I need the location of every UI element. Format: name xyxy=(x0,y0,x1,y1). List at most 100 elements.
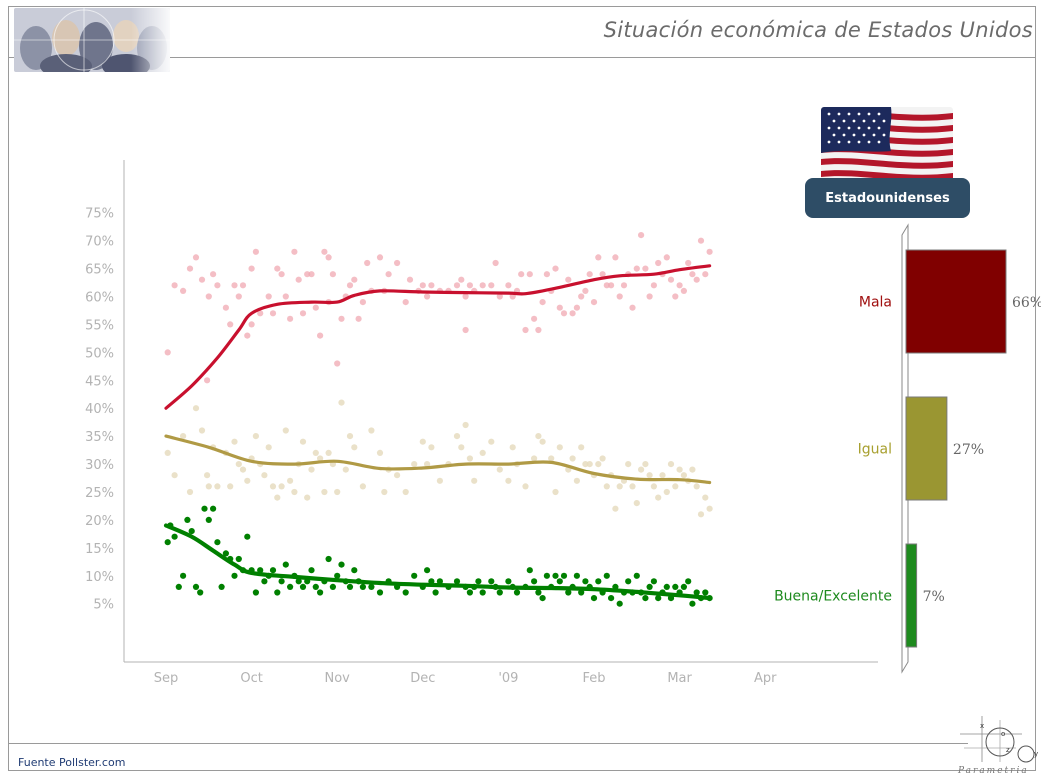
data-point xyxy=(663,488,670,496)
data-point xyxy=(198,427,206,434)
data-point xyxy=(222,550,229,557)
x-tick-label: Sep xyxy=(154,671,179,686)
data-point xyxy=(402,488,409,496)
y-tick-label: 20% xyxy=(85,514,114,529)
data-point xyxy=(351,276,358,283)
data-point xyxy=(205,483,212,490)
data-point xyxy=(595,254,602,261)
data-point xyxy=(180,572,187,579)
data-point xyxy=(321,488,328,496)
data-point xyxy=(513,589,521,596)
data-point xyxy=(184,516,191,524)
data-point xyxy=(308,466,315,473)
data-point xyxy=(424,567,431,574)
data-point xyxy=(569,455,576,462)
data-point xyxy=(282,427,289,434)
data-point xyxy=(676,282,683,289)
data-point xyxy=(531,315,538,322)
data-point xyxy=(419,282,426,289)
data-point xyxy=(299,583,307,591)
data-point xyxy=(488,578,495,585)
data-point xyxy=(650,282,658,289)
data-point xyxy=(218,583,225,591)
data-point xyxy=(586,271,593,278)
data-point xyxy=(210,271,217,278)
data-point xyxy=(436,477,443,484)
data-point xyxy=(164,349,171,356)
data-point xyxy=(180,287,187,294)
data-point xyxy=(659,472,666,479)
svg-text:x: x xyxy=(980,722,984,730)
data-point xyxy=(535,433,542,440)
data-point xyxy=(291,488,298,496)
data-point xyxy=(334,488,341,496)
data-point xyxy=(186,265,194,272)
data-point xyxy=(582,461,589,468)
data-point xyxy=(364,259,371,267)
data-point xyxy=(188,528,195,535)
y-tick-label: 65% xyxy=(85,263,114,278)
data-point xyxy=(235,461,242,468)
data-point xyxy=(565,276,572,283)
data-point xyxy=(663,254,670,261)
data-point xyxy=(578,444,585,451)
data-point xyxy=(505,477,512,484)
slide-frame xyxy=(8,6,1036,771)
data-point xyxy=(312,304,319,311)
data-point xyxy=(338,561,345,568)
data-point xyxy=(325,449,332,456)
y-tick-label: 70% xyxy=(85,235,114,250)
data-point xyxy=(496,293,503,300)
data-point xyxy=(432,589,439,596)
data-point xyxy=(650,483,658,490)
y-tick-label: 40% xyxy=(85,402,114,417)
data-point xyxy=(556,578,563,585)
data-point xyxy=(479,282,486,289)
x-tick-label: Oct xyxy=(240,671,262,686)
data-point xyxy=(689,271,696,278)
data-point xyxy=(235,293,242,300)
data-point xyxy=(381,488,388,496)
data-point xyxy=(269,310,277,317)
data-point xyxy=(338,315,345,322)
data-point xyxy=(355,315,362,322)
data-point xyxy=(603,572,610,579)
data-point xyxy=(308,271,315,278)
data-point xyxy=(531,455,538,462)
data-point xyxy=(629,483,636,490)
data-point xyxy=(697,511,705,518)
bar-mala xyxy=(905,249,1007,354)
data-point xyxy=(359,583,366,591)
data-point xyxy=(227,321,234,328)
data-point xyxy=(633,265,640,272)
data-point xyxy=(702,494,709,501)
data-point xyxy=(252,589,259,596)
data-point xyxy=(359,299,366,306)
data-point xyxy=(299,438,307,445)
summary-bars: Mala 66% Igual 27% Buena/Excelente 7% xyxy=(774,249,1041,648)
header-divider xyxy=(8,57,1036,58)
data-point xyxy=(342,466,349,473)
y-tick-labels: 5% 10% 15% 20% 25% 30% 35% 40% 45% 50% 55% 60% 65% 70… xyxy=(85,207,114,613)
data-point xyxy=(287,477,294,484)
data-point xyxy=(171,533,178,540)
data-point xyxy=(308,567,315,574)
data-point xyxy=(706,248,713,255)
data-point xyxy=(329,271,336,278)
bar-buena-excelente xyxy=(905,543,918,648)
data-point xyxy=(706,505,713,512)
y-tick-label: 50% xyxy=(85,346,114,361)
data-point xyxy=(274,494,281,501)
data-point xyxy=(317,455,324,462)
data-point xyxy=(466,282,473,289)
data-point xyxy=(164,449,171,456)
data-point xyxy=(222,304,229,311)
data-point xyxy=(312,449,319,456)
data-point xyxy=(317,589,324,596)
data-point xyxy=(287,583,294,591)
data-point xyxy=(257,310,264,317)
data-point xyxy=(351,444,358,451)
data-point xyxy=(244,332,251,339)
data-point xyxy=(295,276,302,283)
svg-text:y: y xyxy=(1034,750,1038,758)
